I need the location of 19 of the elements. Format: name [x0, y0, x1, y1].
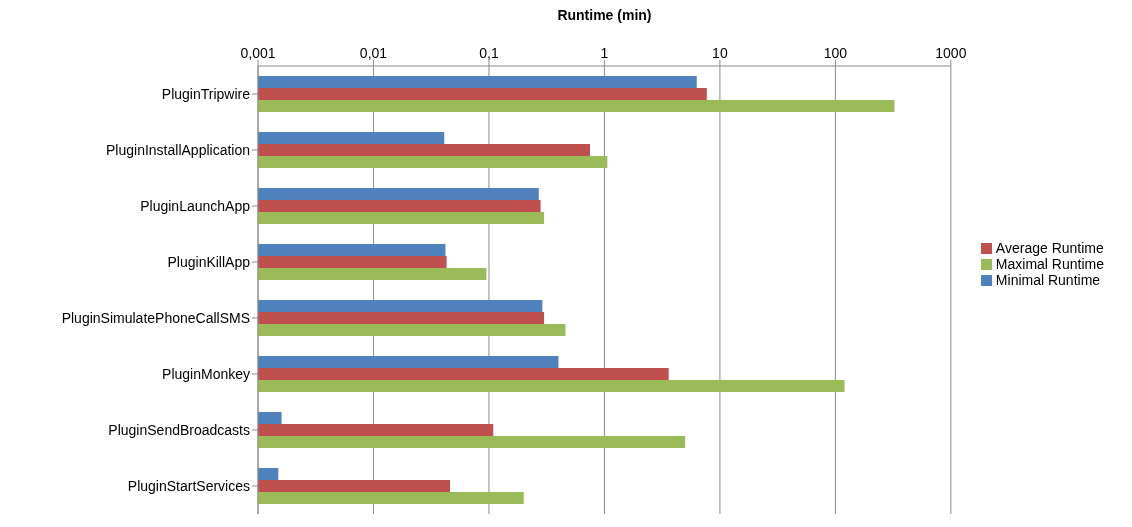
- y-tick-label: PluginStartServices: [127, 477, 250, 494]
- x-tick-label: 0,1: [479, 45, 499, 61]
- legend-label: Maximal Runtime: [995, 255, 1104, 272]
- x-tick-label: 1: [600, 45, 609, 61]
- y-tick-label: PluginInstallApplication: [106, 141, 250, 158]
- y-tick-label: PluginSimulatePhoneCallSMS: [61, 309, 250, 326]
- legend-label: Minimal Runtime: [995, 271, 1101, 288]
- y-tick-label: PluginMonkey: [162, 365, 250, 382]
- x-tick-label: 1000: [935, 45, 967, 61]
- x-tick-label: 10: [712, 45, 728, 61]
- x-axis-title: Runtime (min): [557, 6, 652, 23]
- y-tick-label: PluginLaunchApp: [140, 197, 251, 214]
- y-tick-label: PluginTripwire: [161, 85, 251, 102]
- legend-label: Average Runtime: [995, 239, 1104, 256]
- y-tick-label: PluginSendBroadcasts: [108, 421, 250, 438]
- x-tick-label: 0,001: [240, 45, 276, 61]
- x-tick-label: 100: [823, 45, 848, 61]
- x-tick-label: 0,01: [359, 45, 388, 61]
- y-tick-label: PluginKillApp: [167, 253, 251, 270]
